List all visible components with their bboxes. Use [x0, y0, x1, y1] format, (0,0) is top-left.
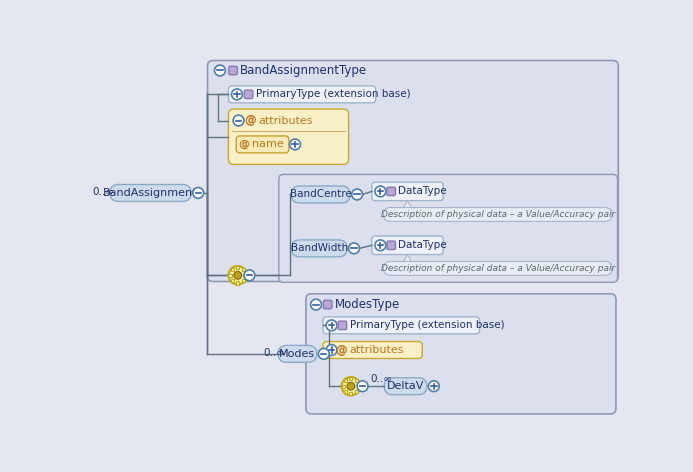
Text: BandWidth: BandWidth: [290, 244, 348, 253]
Polygon shape: [403, 201, 412, 208]
FancyBboxPatch shape: [291, 240, 347, 257]
Bar: [231, 269, 234, 271]
Bar: [355, 379, 358, 382]
Circle shape: [244, 270, 255, 281]
Text: ModesType: ModesType: [335, 298, 400, 311]
Bar: [344, 379, 347, 382]
Circle shape: [428, 381, 439, 392]
Circle shape: [229, 266, 247, 285]
FancyBboxPatch shape: [323, 342, 422, 358]
FancyBboxPatch shape: [324, 300, 332, 309]
Bar: [342, 385, 344, 388]
Circle shape: [351, 189, 362, 200]
Bar: [242, 269, 245, 271]
Text: attributes: attributes: [258, 116, 313, 126]
Bar: [349, 392, 353, 396]
FancyBboxPatch shape: [229, 109, 349, 164]
FancyBboxPatch shape: [229, 66, 238, 75]
FancyBboxPatch shape: [384, 378, 427, 395]
Text: name: name: [252, 139, 283, 150]
Text: PrimaryType (extension base): PrimaryType (extension base): [256, 89, 411, 100]
Circle shape: [231, 89, 243, 100]
Circle shape: [349, 243, 360, 254]
FancyBboxPatch shape: [387, 187, 396, 195]
FancyBboxPatch shape: [279, 175, 617, 282]
Bar: [236, 266, 239, 269]
Circle shape: [234, 271, 242, 279]
Text: Description of physical data – a Value/Accuracy pair: Description of physical data – a Value/A…: [380, 210, 615, 219]
Circle shape: [375, 240, 386, 251]
Circle shape: [326, 320, 337, 331]
Text: BandCentre: BandCentre: [290, 189, 351, 200]
Circle shape: [310, 299, 322, 310]
FancyBboxPatch shape: [110, 185, 191, 202]
FancyBboxPatch shape: [323, 317, 480, 334]
Bar: [349, 377, 353, 380]
Circle shape: [318, 348, 329, 359]
FancyBboxPatch shape: [372, 182, 443, 201]
Circle shape: [326, 345, 337, 355]
Text: BandAssignmentType: BandAssignmentType: [240, 64, 367, 77]
Text: DeltaV: DeltaV: [387, 381, 424, 391]
Bar: [357, 385, 360, 388]
Circle shape: [233, 115, 244, 126]
Bar: [344, 390, 347, 393]
Circle shape: [290, 139, 301, 150]
Text: DataType: DataType: [398, 240, 447, 250]
Text: PrimaryType (extension base): PrimaryType (extension base): [350, 320, 505, 330]
Text: @: @: [335, 344, 347, 356]
FancyBboxPatch shape: [338, 321, 346, 329]
Circle shape: [357, 381, 368, 392]
Text: BandAssignment: BandAssignment: [103, 188, 198, 198]
FancyBboxPatch shape: [278, 346, 317, 362]
FancyBboxPatch shape: [383, 261, 612, 275]
FancyBboxPatch shape: [207, 60, 618, 281]
FancyBboxPatch shape: [236, 136, 289, 153]
Bar: [231, 279, 234, 282]
FancyBboxPatch shape: [387, 241, 396, 250]
Circle shape: [375, 186, 386, 197]
Text: @: @: [238, 139, 249, 150]
Bar: [236, 281, 239, 285]
Circle shape: [347, 382, 355, 390]
Text: 0..∞: 0..∞: [263, 348, 286, 358]
Bar: [242, 279, 245, 282]
Polygon shape: [403, 254, 412, 261]
Text: Modes: Modes: [279, 349, 315, 359]
Bar: [244, 274, 247, 277]
Text: 0..∞: 0..∞: [370, 374, 392, 384]
Text: @: @: [244, 114, 256, 127]
FancyBboxPatch shape: [372, 236, 443, 254]
Text: attributes: attributes: [349, 345, 404, 355]
Text: Description of physical data – a Value/Accuracy pair: Description of physical data – a Value/A…: [380, 264, 615, 273]
FancyBboxPatch shape: [291, 186, 350, 203]
Bar: [229, 274, 231, 277]
FancyBboxPatch shape: [229, 86, 376, 103]
Circle shape: [193, 187, 204, 198]
Circle shape: [342, 377, 360, 396]
FancyBboxPatch shape: [383, 208, 612, 221]
FancyBboxPatch shape: [245, 90, 253, 99]
Text: DataType: DataType: [398, 186, 447, 196]
Text: 0..∞: 0..∞: [93, 187, 115, 197]
Bar: [355, 390, 358, 393]
FancyBboxPatch shape: [306, 294, 616, 414]
Circle shape: [215, 65, 225, 76]
